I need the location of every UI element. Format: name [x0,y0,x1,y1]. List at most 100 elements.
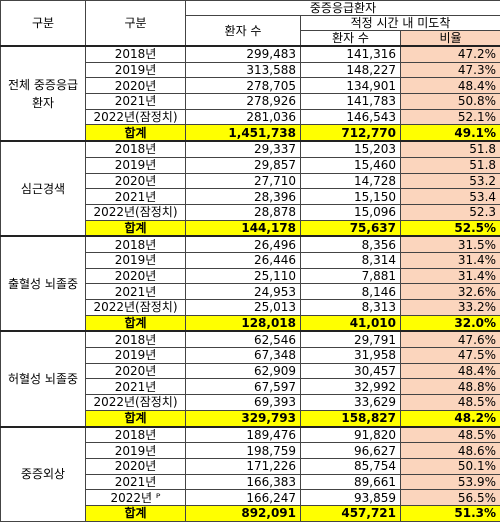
cell: 33.2% [401,300,500,316]
cell: 31,958 [301,348,401,364]
row-label: 합계 [86,315,186,331]
cell: 15,203 [301,141,401,157]
row-label: 2021년 [86,284,186,300]
cell: 25,013 [186,300,301,316]
cell: 56.5% [401,490,500,506]
header-cell: 적정 시간 내 미도착 [301,16,500,31]
cell: 50.1% [401,458,500,474]
header-cell: 비율 [401,31,500,47]
cell: 48.5% [401,427,500,443]
row-label: 2019년 [86,443,186,459]
cell: 51.8 [401,141,500,157]
cell: 47.6% [401,331,500,347]
cell: 457,721 [301,505,401,521]
cell: 48.4% [401,78,500,94]
header-cell: 중증응급환자 [186,1,500,16]
row-label: 2021년 [86,189,186,205]
row-label: 2019년 [86,348,186,364]
row-label: 2018년 [86,427,186,443]
cell: 1,451,738 [186,125,301,141]
cell: 8,146 [301,284,401,300]
group-label: 심근경색 [1,141,86,236]
row-label: 2018년 [86,141,186,157]
cell: 47.3% [401,62,500,78]
group-label: 출혈성 뇌졸중 [1,236,86,331]
cell: 26,446 [186,252,301,268]
cell: 166,383 [186,474,301,490]
cell: 15,150 [301,189,401,205]
cell: 52.3 [401,204,500,220]
cell: 93,859 [301,490,401,506]
cell: 47.5% [401,348,500,364]
header-cell: 구분 [1,1,86,47]
cell: 31.4% [401,268,500,284]
group-label: 중증외상 [1,427,86,522]
row-label: 합계 [86,410,186,426]
header-cell: 환자 수 [186,16,301,47]
row-label: 2018년 [86,46,186,62]
cell: 51.8 [401,157,500,173]
row-label: 2020년 [86,458,186,474]
cell: 712,770 [301,125,401,141]
row-label: 2022년(잠정치) [86,300,186,316]
cell: 52.1% [401,109,500,125]
cell: 75,637 [301,220,401,236]
cell: 33,629 [301,395,401,411]
header-cell: 구분 [86,1,186,47]
cell: 14,728 [301,173,401,189]
row-label: 2020년 [86,78,186,94]
cell: 31.4% [401,252,500,268]
cell: 32.0% [401,315,500,331]
row-label: 2020년 [86,268,186,284]
cell: 28,878 [186,204,301,220]
row-label: 2019년 [86,62,186,78]
row-label: 2020년 [86,173,186,189]
cell: 8,314 [301,252,401,268]
cell: 144,178 [186,220,301,236]
cell: 28,396 [186,189,301,205]
row-label: 2019년 [86,252,186,268]
row-label: 2018년 [86,331,186,347]
cell: 51.3% [401,505,500,521]
cell: 67,597 [186,379,301,395]
row-label: 2020년 [86,363,186,379]
cell: 47.2% [401,46,500,62]
cell: 31.5% [401,236,500,252]
cell: 53.4 [401,189,500,205]
row-label: 2021년 [86,379,186,395]
cell: 53.2 [401,173,500,189]
cell: 26,496 [186,236,301,252]
cell: 53.9% [401,474,500,490]
cell: 96,627 [301,443,401,459]
cell: 313,588 [186,62,301,78]
cell: 166,247 [186,490,301,506]
cell: 278,926 [186,94,301,110]
cell: 48.6% [401,443,500,459]
cell: 24,953 [186,284,301,300]
row-label: 2021년 [86,94,186,110]
cell: 329,793 [186,410,301,426]
header-cell: 환자 수 [301,31,401,47]
cell: 32,992 [301,379,401,395]
cell: 50.8% [401,94,500,110]
row-label: 2019년 [86,157,186,173]
cell: 281,036 [186,109,301,125]
cell: 892,091 [186,505,301,521]
cell: 146,543 [301,109,401,125]
cell: 7,881 [301,268,401,284]
header-row: 구분 구분 중증응급환자 [1,1,500,16]
cell: 91,820 [301,427,401,443]
cell: 52.5% [401,220,500,236]
cell: 8,313 [301,300,401,316]
row-label: 2022년(잠정치) [86,395,186,411]
cell: 62,909 [186,363,301,379]
cell: 15,096 [301,204,401,220]
cell: 85,754 [301,458,401,474]
row-label: 2022년(잠정치) [86,109,186,125]
cell: 171,226 [186,458,301,474]
cell: 141,783 [301,94,401,110]
cell: 278,705 [186,78,301,94]
